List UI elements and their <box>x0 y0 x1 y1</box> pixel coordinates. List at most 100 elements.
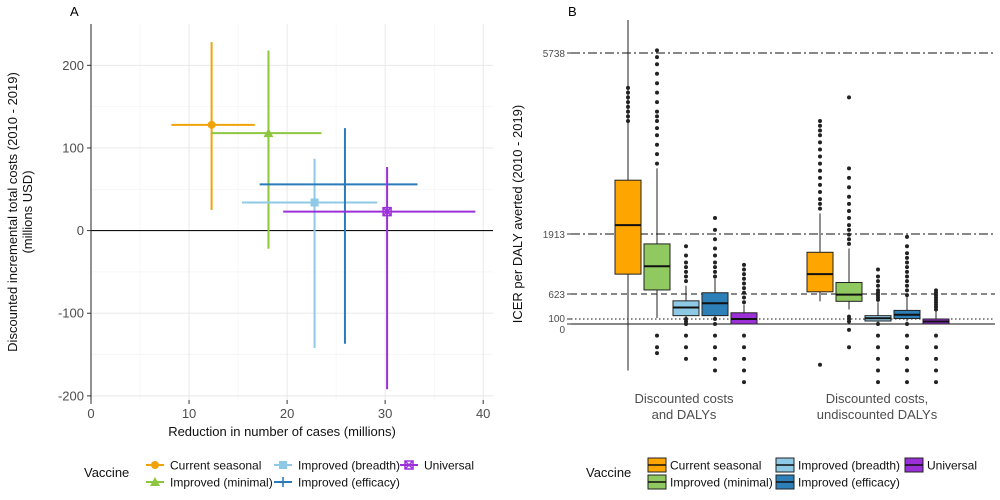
panel-b-boxes <box>614 20 950 385</box>
outlier-point <box>847 95 851 100</box>
outlier-point <box>742 295 746 300</box>
outlier-point <box>847 223 851 228</box>
outlier-point <box>905 368 909 373</box>
outlier-point <box>684 244 688 249</box>
outlier-point <box>934 380 938 385</box>
box-2-0 <box>672 244 700 361</box>
box-4-1 <box>922 288 950 385</box>
category-label: undiscounted DALYs <box>817 407 938 422</box>
outlier-point <box>713 356 717 361</box>
outlier-point <box>742 290 746 295</box>
category-label: and DALYs <box>652 407 717 422</box>
outlier-point <box>742 300 746 305</box>
outlier-point <box>847 345 851 350</box>
y-tick-label: 0 <box>77 223 84 238</box>
series-4 <box>283 166 476 390</box>
outlier-point <box>713 265 717 270</box>
category-label: Discounted costs, <box>826 391 929 406</box>
outlier-point <box>713 333 717 338</box>
outlier-point <box>742 333 746 338</box>
outlier-point <box>847 201 851 206</box>
legend-item-0: Current seasonal <box>146 459 261 473</box>
y-tick-label: 1913 <box>543 230 566 241</box>
outlier-point <box>847 232 851 237</box>
outlier-point <box>742 262 746 267</box>
outlier-point <box>847 166 851 171</box>
outlier-point <box>934 356 938 361</box>
outlier-point <box>905 251 909 256</box>
outlier-point <box>742 380 746 385</box>
outlier-point <box>905 345 909 350</box>
panel-a-series <box>171 42 476 390</box>
outlier-point <box>713 345 717 350</box>
panel-a-y-axis-label-line2: (millions USD) <box>20 170 35 253</box>
legend-key-marker <box>404 460 414 470</box>
legend-key-marker <box>150 477 160 486</box>
outlier-point <box>626 114 630 119</box>
data-point <box>310 198 319 207</box>
legend-item-4: Universal <box>400 459 474 473</box>
panel-a-legend-title: Vaccine <box>84 465 129 480</box>
outlier-point <box>818 161 822 166</box>
legend-item-1: Improved (minimal) <box>647 474 773 490</box>
outlier-point <box>847 227 851 232</box>
data-point <box>382 206 392 217</box>
outlier-point <box>847 241 851 246</box>
outlier-point <box>713 317 717 321</box>
legend-item-4: Universal <box>904 457 977 473</box>
box-3-1 <box>893 234 921 385</box>
outlier-point <box>905 283 909 288</box>
outlier-point <box>655 90 659 95</box>
outlier-point <box>626 95 630 100</box>
outlier-point <box>655 133 659 138</box>
outlier-point <box>655 333 659 338</box>
category-label: Discounted costs <box>635 391 734 406</box>
outlier-point <box>818 201 822 206</box>
outlier-point <box>655 109 659 114</box>
legend-label: Improved (minimal) <box>170 476 273 490</box>
outlier-point <box>626 109 630 114</box>
box-iqr <box>806 251 834 293</box>
outlier-point <box>655 152 659 157</box>
outlier-point <box>684 279 688 284</box>
outlier-point <box>655 119 659 124</box>
panel-a-legend: Vaccine Current seasonal Improved (minima… <box>84 459 474 490</box>
outlier-point <box>655 48 659 53</box>
outlier-point <box>626 119 630 124</box>
y-tick-label: -200 <box>58 388 84 403</box>
box-0-0 <box>614 20 642 371</box>
outlier-point <box>818 140 822 145</box>
legend-key-marker <box>278 477 288 487</box>
outlier-point <box>934 368 938 373</box>
outlier-point <box>905 356 909 361</box>
series-3 <box>259 128 418 344</box>
outlier-point <box>905 288 909 293</box>
outlier-point <box>684 260 688 265</box>
outlier-point <box>847 216 851 221</box>
outlier-point <box>713 322 717 326</box>
outlier-point <box>684 345 688 350</box>
outlier-point <box>876 283 880 288</box>
outlier-point <box>655 81 659 86</box>
outlier-point <box>818 175 822 180</box>
outlier-point <box>713 260 717 265</box>
outlier-point <box>847 319 851 324</box>
outlier-point <box>655 71 659 76</box>
outlier-point <box>742 276 746 281</box>
legend-label: Current seasonal <box>170 459 261 473</box>
outlier-point <box>847 237 851 242</box>
y-tick-label: 100 <box>548 314 565 325</box>
outlier-point <box>818 168 822 173</box>
outlier-point <box>713 269 717 274</box>
legend-item-2: Improved (breadth) <box>775 457 900 473</box>
legend-item-1: Improved (minimal) <box>146 476 273 490</box>
outlier-point <box>626 90 630 95</box>
x-tick-label: 20 <box>280 406 294 421</box>
outlier-point <box>876 333 880 338</box>
outlier-point <box>713 274 717 279</box>
outlier-point <box>905 255 909 260</box>
outlier-point <box>818 206 822 211</box>
outlier-point <box>684 356 688 361</box>
